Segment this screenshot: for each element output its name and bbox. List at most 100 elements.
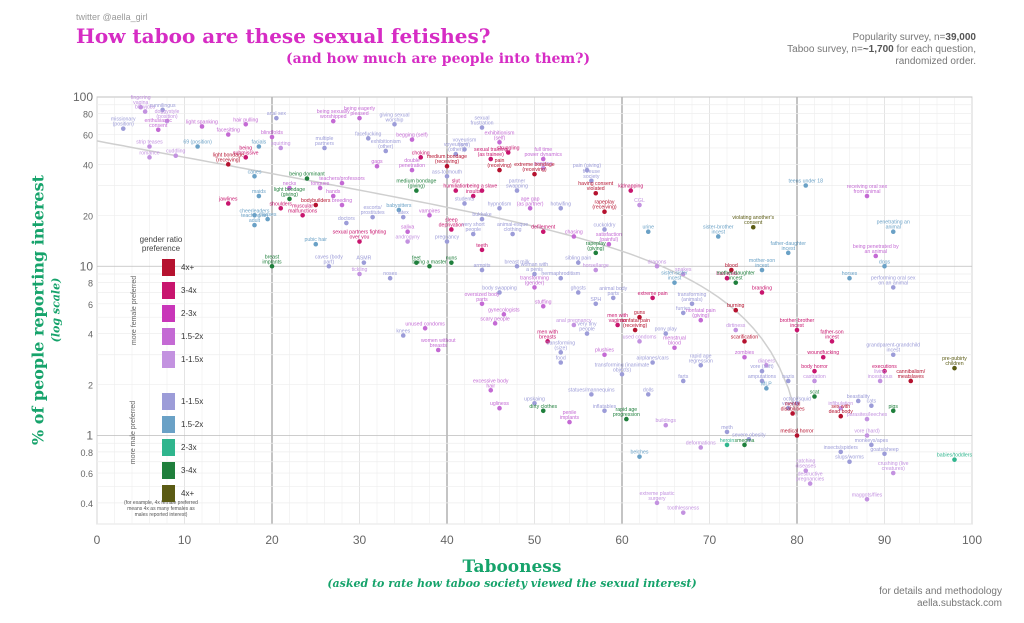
legend-swatch [162, 416, 175, 433]
data-label: incest [781, 246, 795, 252]
data-point [589, 178, 594, 184]
data-point-group: knees [396, 328, 411, 338]
data-label: goats/sheep [870, 447, 898, 453]
legend-item-label: 4x+ [181, 489, 195, 498]
taboo-label: Taboo survey, n= [787, 44, 863, 55]
data-point-group: armpits [473, 263, 491, 273]
data-point [409, 167, 415, 173]
data-label: ASMR [356, 256, 371, 262]
data-label: extreme pain [638, 291, 668, 297]
data-point [759, 290, 765, 295]
data-point [680, 378, 686, 384]
data-point [698, 317, 704, 323]
x-tick-label: 40 [440, 533, 454, 547]
data-label: destructive [798, 472, 823, 478]
data-label: octopi/squid [783, 396, 811, 402]
data-point [414, 260, 419, 265]
data-label: partners [315, 141, 334, 147]
data-point [278, 205, 284, 211]
data-point [540, 156, 546, 162]
data-point-group: babies/toddlers [937, 453, 972, 462]
data-label: voyeurism [444, 142, 468, 148]
data-label: scary people [480, 316, 510, 322]
data-point-group: chasing [565, 229, 583, 239]
data-label: violating another's [732, 215, 774, 221]
data-point-group: parasites/leeches [847, 412, 888, 422]
data-point [864, 433, 870, 438]
data-label: vaginas [609, 318, 627, 324]
data-point [392, 121, 397, 127]
data-label: vore (hard) [854, 429, 880, 435]
data-point [545, 339, 550, 344]
data-point-group: cats [867, 399, 877, 408]
data-point-group: burning [727, 303, 745, 313]
data-label: glasses [259, 212, 277, 218]
data-point [632, 327, 638, 333]
data-point-group: branding [752, 285, 772, 295]
legend-item: 4x+ [162, 259, 194, 276]
data-label: hands [326, 189, 341, 195]
y-tick-label: 80 [83, 109, 93, 119]
data-point [908, 378, 914, 384]
data-label: (position) [156, 114, 178, 120]
data-label: animal body [599, 286, 627, 292]
data-label: creatures) [882, 466, 906, 472]
data-point [838, 449, 844, 455]
data-point-group: dolls [643, 387, 654, 397]
data-point-group: tongues [311, 181, 330, 191]
data-label: bodybuilders [301, 198, 331, 204]
data-point [400, 333, 406, 338]
data-point-group: latex [398, 210, 409, 220]
data-point-group: ASMR [356, 256, 372, 265]
data-point-group: light bondage(giving) [274, 187, 305, 202]
data-label: farts [678, 374, 688, 380]
data-label: sister-brother [703, 224, 734, 230]
data-point [785, 250, 791, 256]
data-label: slut [452, 179, 461, 185]
data-point [742, 339, 747, 344]
data-point [470, 231, 476, 237]
data-point-group: nonfatal pain(giving) [686, 308, 716, 323]
data-label: oversized body [465, 292, 500, 298]
data-label: knees [396, 328, 410, 334]
legend-item: 3-4x [162, 462, 197, 479]
data-label: teens under 18 [788, 178, 823, 184]
data-point [847, 459, 852, 465]
data-point [602, 227, 607, 232]
data-point [326, 263, 332, 269]
legend-swatch [162, 439, 175, 456]
data-label: insults [466, 189, 481, 195]
data-point-group: 69 (position) [183, 139, 212, 149]
data-label: fingering [131, 95, 151, 101]
data-point [453, 188, 459, 193]
data-label: grandparent-grandchild [866, 343, 920, 349]
legend-item-label: 1.5-2x [181, 332, 204, 341]
data-point-group: being a master [412, 259, 447, 269]
data-label: a penis [526, 267, 543, 273]
data-label: being a master [412, 259, 447, 265]
data-point-group: farts [678, 374, 689, 384]
data-label: power dynamics [525, 152, 563, 158]
data-point [527, 205, 533, 211]
data-label: pre-pubirty [942, 356, 967, 362]
taboo-survey-line3: randomized order. [895, 56, 976, 67]
data-label: teaching an [241, 213, 268, 219]
data-label: toothlessness [667, 506, 699, 512]
data-point [514, 263, 520, 269]
data-point [589, 392, 594, 397]
legend-item: 4x+ [162, 485, 194, 502]
data-point [444, 239, 450, 244]
data-point [252, 213, 257, 218]
data-point [733, 280, 739, 285]
data-label: multiple [316, 136, 334, 142]
data-label: women without [421, 338, 456, 344]
x-axis-title: Tabooness [462, 557, 562, 577]
data-label: blowjobs [135, 105, 156, 111]
